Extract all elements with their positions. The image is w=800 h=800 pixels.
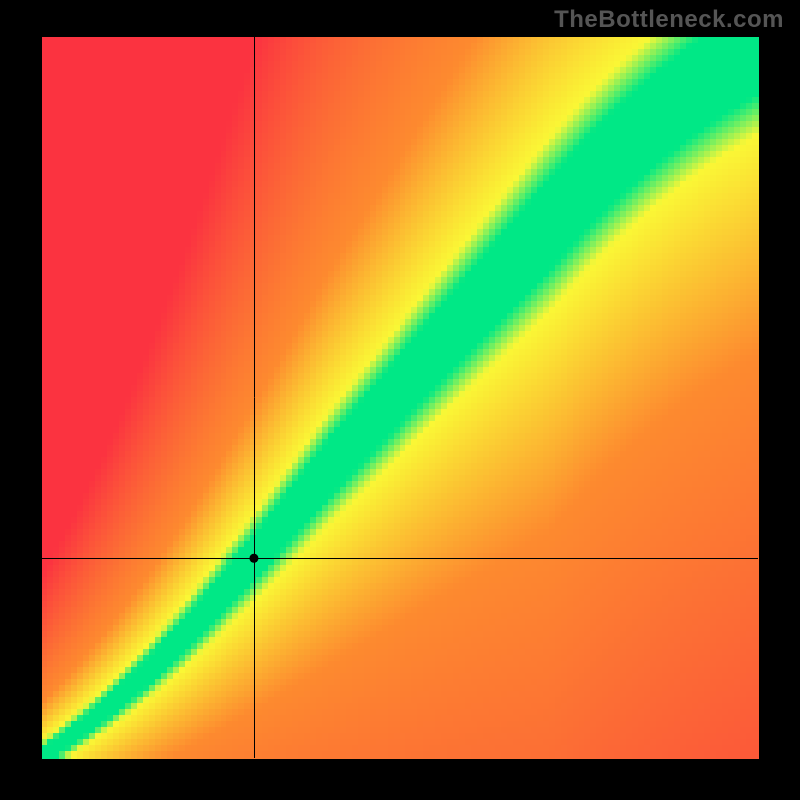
bottleneck-heatmap <box>0 0 800 800</box>
bottleneck-heatmap-container: { "watermark": { "text": "TheBottleneck.… <box>0 0 800 800</box>
watermark-text: TheBottleneck.com <box>554 6 784 34</box>
